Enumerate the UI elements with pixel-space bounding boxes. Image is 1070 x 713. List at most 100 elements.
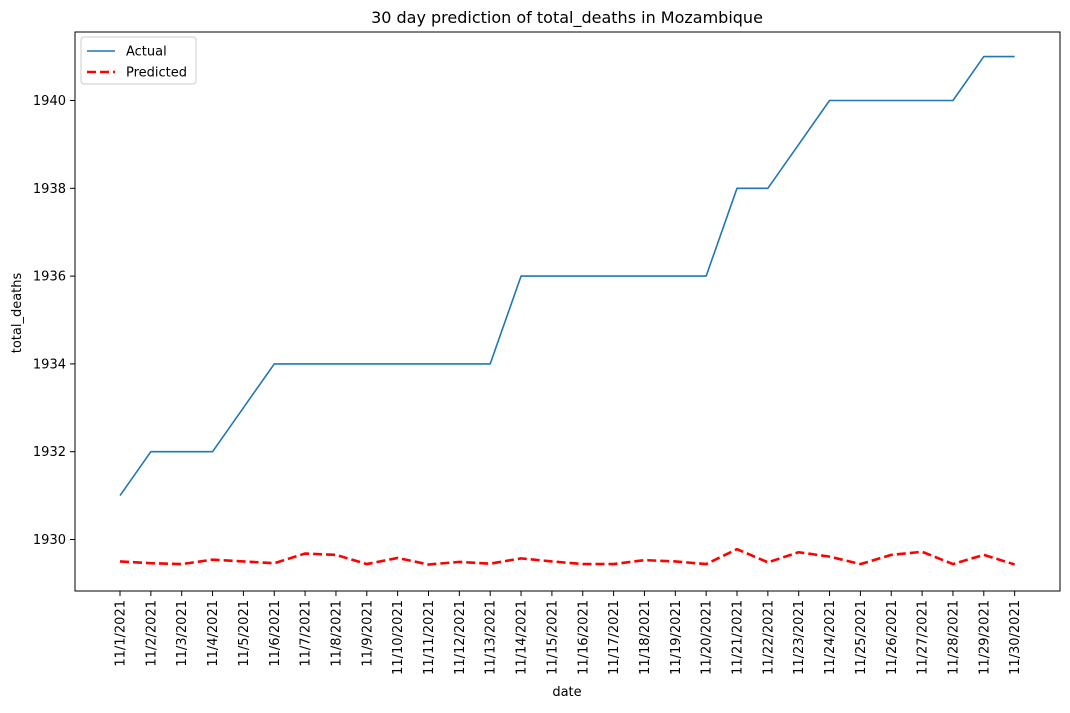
data-point-actual — [612, 274, 616, 278]
x-tick-label: 11/29/2021 — [977, 600, 992, 675]
x-tick-label: 11/22/2021 — [761, 600, 776, 675]
data-point-predicted — [149, 561, 153, 565]
x-tick-label: 11/4/2021 — [206, 600, 221, 667]
x-tick-label: 11/30/2021 — [1008, 600, 1023, 675]
x-tick-label: 11/19/2021 — [669, 600, 684, 675]
y-tick-label: 1940 — [33, 94, 66, 109]
data-point-actual — [550, 274, 554, 278]
data-point-actual — [1013, 55, 1017, 59]
data-point-predicted — [519, 556, 523, 560]
x-tick-label: 11/23/2021 — [792, 600, 807, 675]
data-point-actual — [704, 274, 708, 278]
x-tick-label: 11/20/2021 — [700, 600, 715, 675]
data-point-predicted — [303, 552, 307, 556]
x-tick-label: 11/24/2021 — [823, 600, 838, 675]
x-tick-label: 11/18/2021 — [638, 600, 653, 675]
data-point-predicted — [889, 553, 893, 557]
x-tick-label: 11/26/2021 — [885, 600, 900, 675]
data-point-actual — [241, 406, 245, 410]
x-tick-label: 11/27/2021 — [916, 600, 931, 675]
data-point-actual — [149, 450, 153, 454]
data-point-actual — [766, 186, 770, 190]
x-tick-label: 11/25/2021 — [854, 600, 869, 675]
data-point-actual — [581, 274, 585, 278]
data-point-predicted — [735, 547, 739, 551]
x-tick-label: 11/9/2021 — [360, 600, 375, 667]
data-point-predicted — [612, 562, 616, 566]
data-point-actual — [735, 186, 739, 190]
data-point-predicted — [828, 555, 832, 559]
y-axis-label: total_deaths — [10, 273, 25, 354]
x-tick-label: 11/13/2021 — [484, 600, 499, 675]
x-tick-label: 11/2/2021 — [144, 600, 159, 667]
data-point-predicted — [920, 550, 924, 554]
data-point-actual — [951, 99, 955, 103]
data-point-actual — [920, 99, 924, 103]
data-point-actual — [673, 274, 677, 278]
data-point-predicted — [241, 559, 245, 563]
x-tick-label: 11/8/2021 — [329, 600, 344, 667]
series-line-actual — [119, 55, 1015, 497]
x-tick-label: 11/11/2021 — [422, 600, 437, 675]
data-point-predicted — [766, 560, 770, 564]
x-tick-label: 11/21/2021 — [731, 600, 746, 675]
x-tick-label: 11/6/2021 — [268, 600, 283, 667]
data-point-predicted — [180, 562, 184, 566]
data-point-predicted — [365, 562, 369, 566]
data-point-actual — [396, 362, 400, 366]
data-point-predicted — [457, 560, 461, 564]
data-point-predicted — [118, 559, 122, 563]
data-point-actual — [365, 362, 369, 366]
data-point-actual — [889, 99, 893, 103]
x-tick-label: 11/5/2021 — [237, 600, 252, 667]
data-point-predicted — [673, 559, 677, 563]
x-tick-label: 11/12/2021 — [453, 600, 468, 675]
data-point-actual — [427, 362, 431, 366]
data-point-predicted — [272, 561, 276, 565]
y-tick-label: 1932 — [33, 445, 66, 460]
data-point-predicted — [982, 553, 986, 557]
legend-label-predicted: Predicted — [126, 66, 187, 81]
data-point-predicted — [797, 550, 801, 554]
series-line-predicted — [119, 547, 1016, 566]
data-point-predicted — [550, 559, 554, 563]
x-tick-label: 11/3/2021 — [175, 600, 190, 667]
data-point-predicted — [704, 562, 708, 566]
data-point-predicted — [858, 562, 862, 566]
y-tick-label: 1934 — [33, 357, 66, 372]
data-point-actual — [858, 99, 862, 103]
data-point-actual — [457, 362, 461, 366]
data-point-actual — [982, 55, 986, 59]
data-point-predicted — [951, 562, 955, 566]
y-tick-label: 1930 — [33, 533, 66, 548]
chart-title: 30 day prediction of total_deaths in Moz… — [371, 8, 763, 28]
x-tick-label: 11/17/2021 — [607, 600, 622, 675]
data-point-predicted — [642, 558, 646, 562]
data-point-predicted — [427, 563, 431, 567]
data-point-actual — [118, 494, 122, 498]
x-tick-label: 11/28/2021 — [946, 600, 961, 675]
data-point-actual — [303, 362, 307, 366]
y-tick-label: 1938 — [33, 182, 66, 197]
data-point-predicted — [581, 562, 585, 566]
data-point-predicted — [211, 558, 215, 562]
data-point-predicted — [1013, 563, 1017, 567]
plot-frame — [74, 31, 1061, 592]
data-point-actual — [519, 274, 523, 278]
data-point-actual — [272, 362, 276, 366]
data-point-actual — [180, 450, 184, 454]
x-tick-label: 11/16/2021 — [576, 600, 591, 675]
x-tick-label: 11/14/2021 — [515, 600, 530, 675]
x-tick-label: 11/7/2021 — [299, 600, 314, 667]
x-tick-label: 11/1/2021 — [114, 600, 129, 667]
x-axis-label: date — [552, 685, 581, 700]
legend-label-actual: Actual — [126, 45, 167, 60]
data-point-predicted — [334, 553, 338, 557]
data-point-actual — [211, 450, 215, 454]
data-point-actual — [797, 142, 801, 146]
x-tick-label: 11/15/2021 — [545, 600, 560, 675]
data-point-actual — [828, 99, 832, 103]
data-point-predicted — [488, 562, 492, 566]
